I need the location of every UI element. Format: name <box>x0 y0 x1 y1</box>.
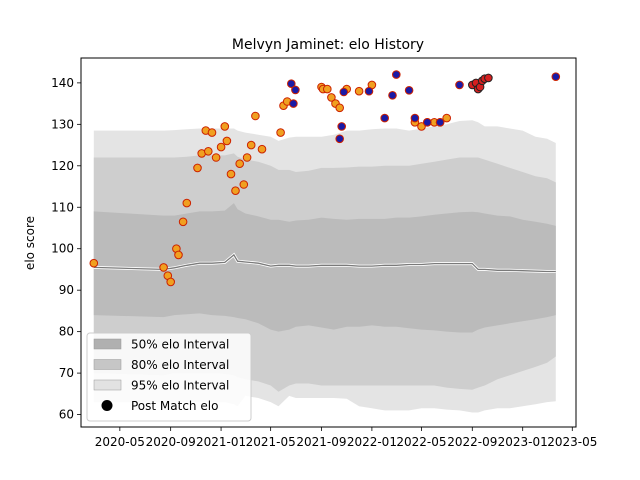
post-match-point <box>335 103 345 113</box>
post-match-point <box>226 169 236 179</box>
post-match-point <box>231 186 240 195</box>
plot-frame <box>80 57 577 428</box>
post-match-point <box>235 159 244 168</box>
post-match-point <box>193 163 202 173</box>
legend-swatch <box>93 379 122 391</box>
post-match-point <box>251 111 260 121</box>
post-match-point <box>182 198 192 208</box>
post-match-point <box>392 70 401 79</box>
post-match-point <box>354 86 364 96</box>
post-match-point <box>220 122 230 131</box>
legend-box <box>86 332 252 422</box>
post-match-point <box>337 122 347 131</box>
x-tick-label: 2021-05 <box>246 435 296 449</box>
post-match-point <box>207 128 217 137</box>
post-match-point <box>484 73 493 83</box>
x-tick-label: 2021-01 <box>196 435 246 449</box>
legend-label: 50% elo Interval <box>131 338 229 352</box>
x-tick-label: 2020-05 <box>95 435 145 449</box>
post-match-point <box>291 85 300 95</box>
post-match-point <box>276 128 285 137</box>
post-match-point <box>178 217 188 227</box>
post-match-point <box>211 153 221 162</box>
post-match-point <box>257 144 267 154</box>
x-tick-label: 2022-09 <box>447 435 497 449</box>
y-tick-label: 80 <box>59 325 74 339</box>
post-match-point <box>287 79 296 88</box>
post-match-point <box>323 84 332 94</box>
post-match-point <box>242 153 252 162</box>
post-match-point <box>327 93 336 102</box>
post-match-point <box>339 87 349 97</box>
legend-swatch <box>93 338 122 350</box>
x-tick-label: 2020-09 <box>146 435 196 449</box>
post-match-point <box>417 122 426 131</box>
post-match-point <box>442 113 452 123</box>
post-match-point <box>435 118 445 127</box>
post-match-point <box>423 118 432 127</box>
post-match-point <box>455 80 464 90</box>
y-tick-label: 110 <box>51 200 74 214</box>
post-match-point <box>159 263 168 272</box>
x-tick-label: 2023-05 <box>547 435 597 449</box>
legend-label: Post Match elo <box>131 399 218 413</box>
chart-title: Melvyn Jaminet: elo History <box>232 37 424 53</box>
post-match-point <box>222 136 232 146</box>
y-tick-label: 120 <box>51 159 74 173</box>
post-match-point <box>364 86 374 96</box>
post-match-point <box>89 258 99 268</box>
legend-label: 95% elo Interval <box>131 379 229 393</box>
y-tick-label: 140 <box>51 76 74 90</box>
y-tick-label: 100 <box>51 242 74 256</box>
post-match-point <box>216 142 226 152</box>
post-match-point <box>246 140 256 150</box>
x-tick-label: 2022-05 <box>396 435 446 449</box>
x-tick-label: 2022-01 <box>347 435 397 449</box>
post-match-point <box>335 134 345 144</box>
y-axis-label: elo score <box>23 216 37 270</box>
legend-label: 80% elo Interval <box>131 358 229 372</box>
post-match-point <box>380 113 390 123</box>
post-match-point <box>204 147 213 156</box>
legend: 50% elo Interval 80% elo Interval 95% elo … <box>86 332 252 422</box>
legend-marker <box>101 400 113 411</box>
legend-swatch <box>93 359 122 370</box>
y-tick-label: 90 <box>59 283 74 297</box>
post-match-point <box>410 113 420 123</box>
y-tick-label: 70 <box>59 366 74 380</box>
x-tick-label: 2023-01 <box>498 435 548 449</box>
band-50-interval <box>93 203 556 333</box>
post-match-point <box>174 250 183 260</box>
post-match-point <box>239 180 249 189</box>
post-match-point <box>404 86 414 95</box>
post-match-point <box>166 277 175 287</box>
post-match-point <box>388 91 397 100</box>
x-tick-label: 2021-09 <box>296 435 346 449</box>
mean-elo-line <box>93 253 556 273</box>
post-match-point <box>289 99 298 108</box>
y-tick-label: 130 <box>51 117 74 131</box>
y-tick-label: 60 <box>59 408 74 422</box>
post-match-point <box>551 72 561 81</box>
